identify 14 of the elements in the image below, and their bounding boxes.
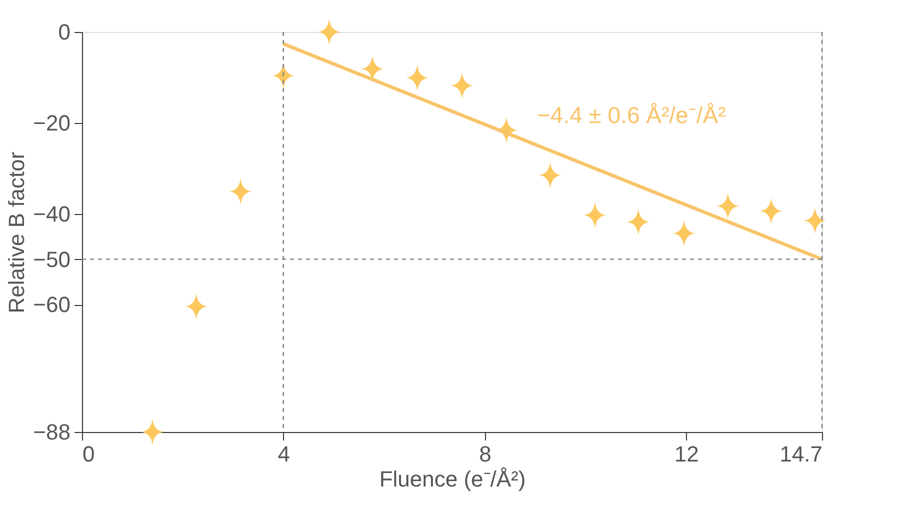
x-tick-label: 14.7	[780, 442, 822, 466]
y-axis-title: Relative B factor	[4, 152, 30, 314]
x-tick-label: 4	[278, 442, 290, 466]
y-tick-label: 0	[58, 20, 70, 44]
y-tick-label: −50	[33, 246, 70, 272]
y-tick-label: −40	[33, 201, 70, 226]
annotation: −4.4 ± 0.6 Å²/e⁻/Å²	[537, 102, 726, 128]
y-tick-label: −60	[33, 292, 70, 318]
y-tick-label: −88	[33, 420, 70, 444]
x-tick-label: 0	[82, 442, 95, 466]
x-tick-label: 8	[479, 442, 492, 466]
y-tick-label: −20	[33, 110, 70, 136]
x-axis-title: Fluence (e⁻/Å²)	[379, 466, 526, 492]
x-tick-label: 12	[674, 442, 699, 466]
